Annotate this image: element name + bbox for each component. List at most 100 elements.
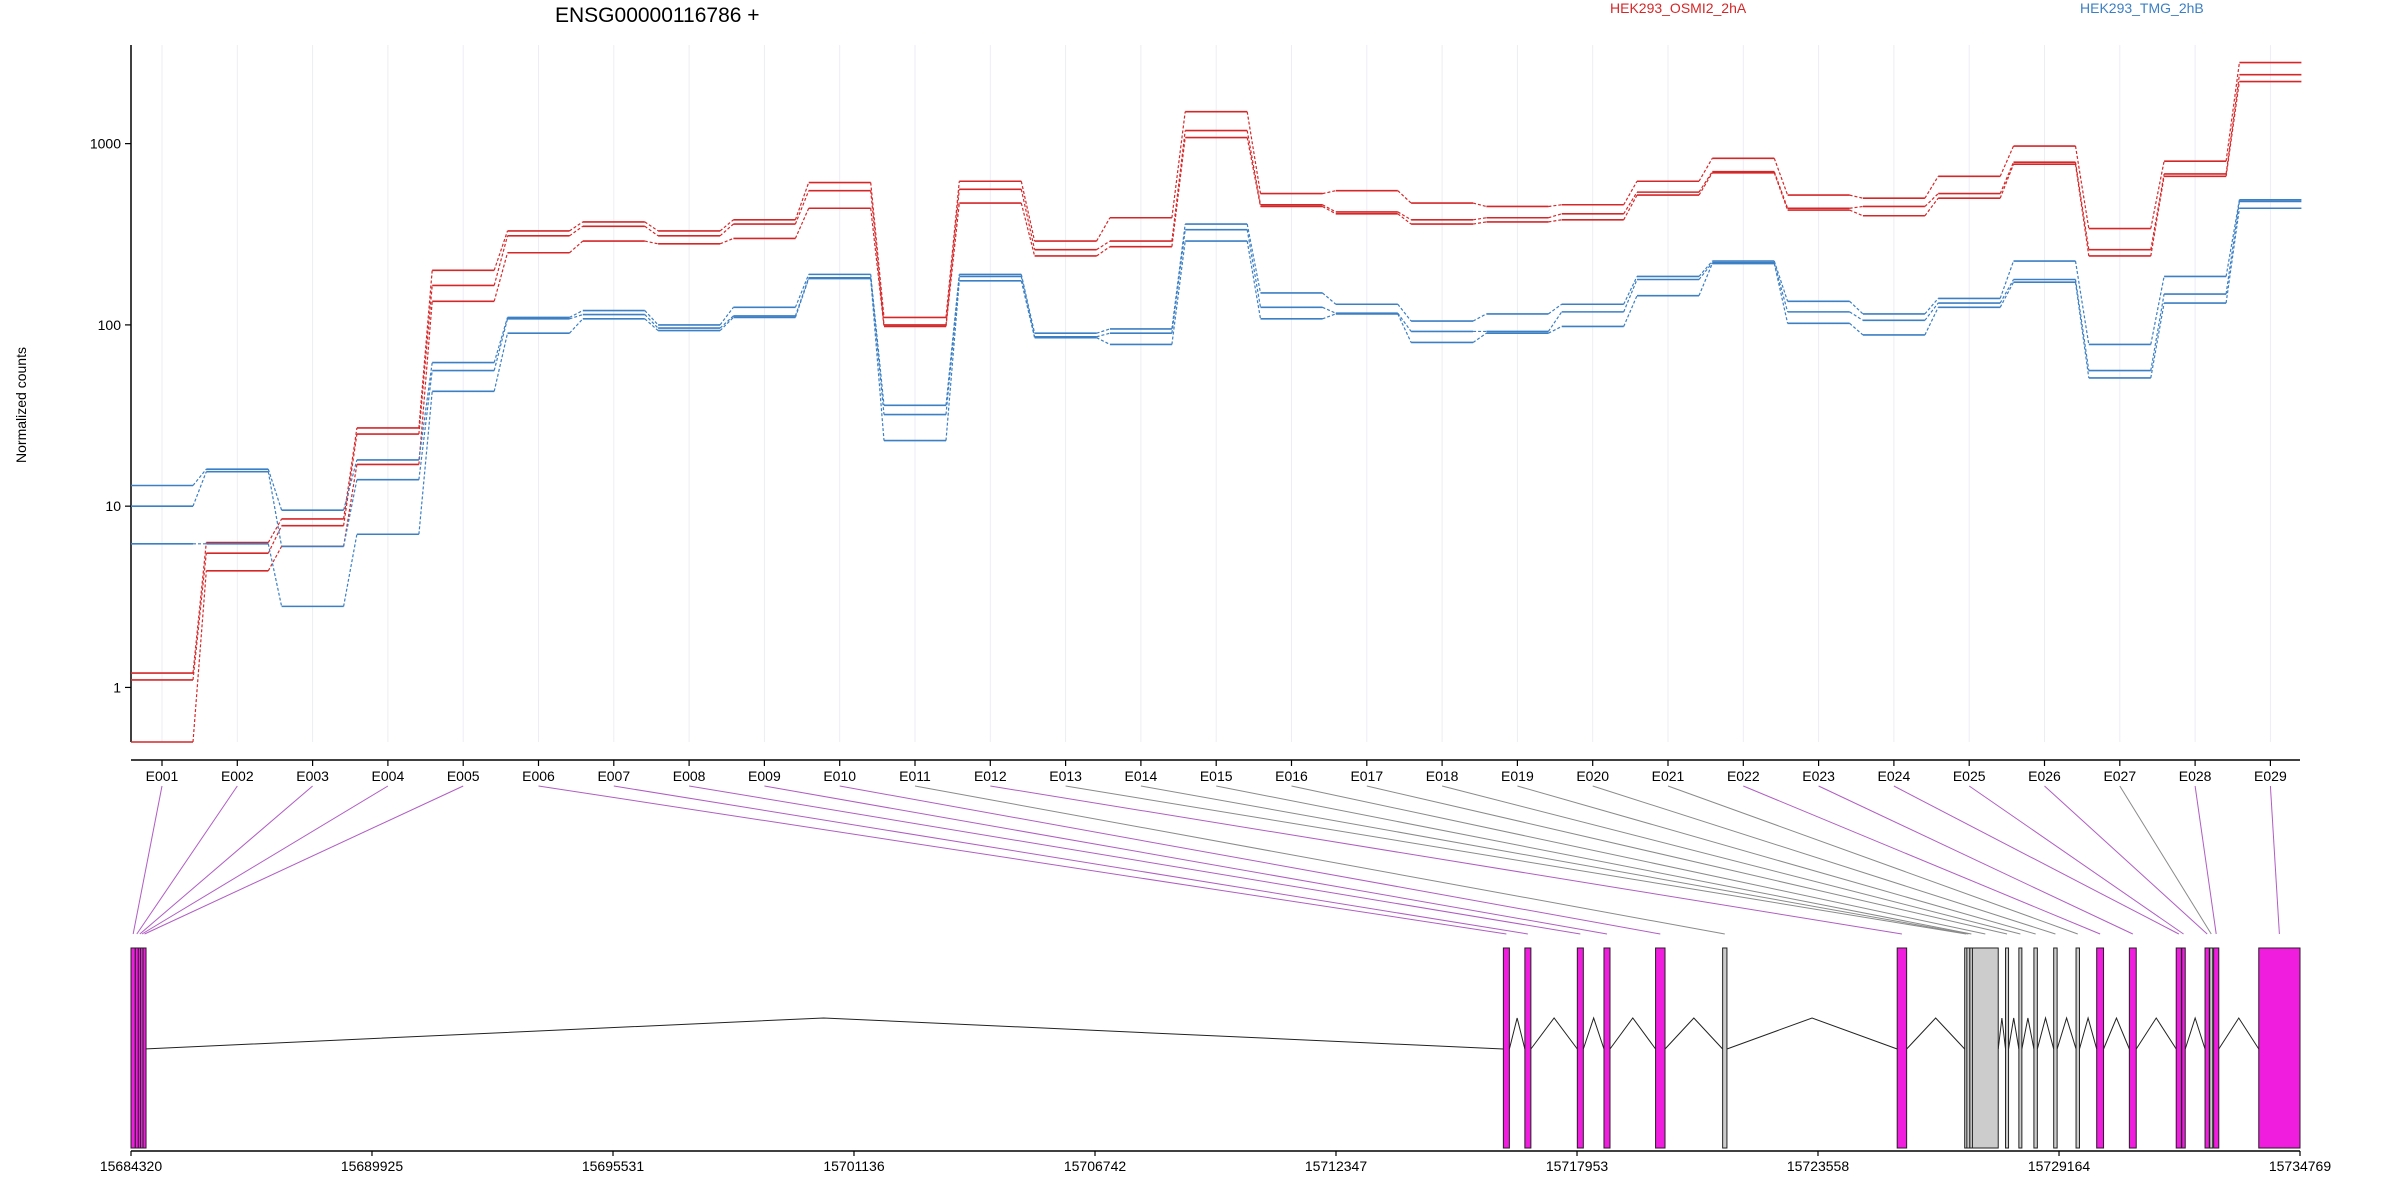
exon-box [1655,947,1666,1149]
x-tick-label: E002 [221,768,254,784]
x-tick-label: E021 [1652,768,1685,784]
exon-box [2096,947,2105,1149]
y-tick-label: 1000 [90,136,121,152]
legend-entry-group-b: HEK293_TMG_2hB [2080,0,2204,16]
data-step-connector [1849,300,1864,315]
data-step-connector [1246,229,1262,308]
intron [143,1017,1504,1050]
exon-box [1971,947,1999,1149]
x-tick-label: E008 [673,768,706,784]
x-tick-label: E012 [974,768,1007,784]
data-step-connector [192,542,207,674]
data-step-connector [1924,307,1939,336]
data-step-connector [192,553,207,680]
data-step-connector [1246,223,1262,294]
data-step-connector [1322,313,1337,320]
data-step-connector [794,182,810,220]
data-step-connector [1397,213,1412,225]
intron [2103,1016,2130,1050]
data-step-connector [418,301,433,465]
x-tick-label: E025 [1953,768,1986,784]
data-step-connector [1698,262,1713,280]
exon-box [2181,947,2186,1149]
data-step-connector [2074,282,2090,378]
data-step-connector [1020,189,1036,250]
data-step-connector [2150,276,2165,345]
gene-model [130,947,2301,1149]
data-step-connector [1924,176,1939,199]
data-step-connector [1698,157,1713,182]
data-step-connector [1999,279,2015,304]
exon-connector [990,785,1902,935]
data-step-connector [267,471,283,547]
data-step-connector [1548,219,1562,223]
exon-box [130,947,136,1149]
data-step-connector [192,468,207,486]
exon-connector [1140,785,1969,935]
exon-connector [1216,785,1972,935]
data-step-connector [1322,204,1337,213]
data-step-connector [870,182,885,318]
data-step-connector [1623,295,1638,327]
data-step-connector [1849,322,1864,336]
data-step-connector [1020,202,1036,257]
data-step-connector [1322,190,1336,195]
exon-connector [2194,785,2217,935]
data-step-connector [418,285,433,435]
exon-box [2053,947,2058,1149]
data-step-connector [1397,312,1412,332]
exon-box [2175,947,2182,1149]
genomic-tick-label: 15706742 [1064,1158,1127,1174]
data-step-connector [644,240,659,245]
data-step-connector [1020,181,1036,242]
exon-connector [2119,785,2212,935]
exon-connector [136,785,238,935]
data-step-connector [1623,180,1638,206]
data-step-connector [1698,263,1713,296]
data-step-connector [1322,205,1337,215]
data-step-connector [2150,161,2165,229]
data-step-connector [1472,202,1487,208]
data-step-connector [1096,328,1111,334]
y-tick-label: 1 [113,679,121,695]
exon-connector [1291,785,1986,935]
exon-box [2075,947,2080,1149]
x-tick-label: E001 [146,768,179,784]
x-tick-label: E011 [899,768,931,784]
data-step-connector [569,310,584,318]
data-step-connector [493,252,509,302]
genomic-tick-label: 15734769 [2269,1158,2332,1174]
exon-connector-lines [132,785,2280,935]
exon-connector [1968,785,2184,935]
data-step-connector [1773,172,1789,211]
legend-entry-group-a: HEK293_OSMI2_2hA [1610,0,1747,16]
exon-connector [613,785,1528,935]
data-step-connector [1924,302,1939,321]
data-step-connector [1096,332,1111,338]
data-step-connector [267,543,283,607]
data-step-connector [719,219,734,232]
intron [1997,1017,2007,1050]
data-step-connector [1096,337,1111,345]
data-step-connector [1397,313,1412,343]
exon-box [1576,947,1584,1149]
data-step-connector [418,362,433,460]
data-step-connector [719,223,734,237]
data-step-connector [1171,137,1186,247]
series-lines [131,61,2302,743]
data-step-connector [1171,229,1186,334]
x-tick-label: E017 [1350,768,1383,784]
data-step-connector [1623,276,1638,305]
exon-box [2204,947,2210,1149]
replicate-series [131,200,2302,548]
data-step-connector [2225,81,2240,177]
data-step-connector [1322,306,1337,314]
x-tick-label: E024 [1878,768,1911,784]
intron [1726,1017,1898,1050]
data-step-connector [870,274,885,406]
exon-connector [141,785,389,935]
intron [2218,1017,2260,1050]
data-step-connector [493,317,509,363]
data-step-connector [267,546,283,572]
exon-box [2209,947,2214,1149]
